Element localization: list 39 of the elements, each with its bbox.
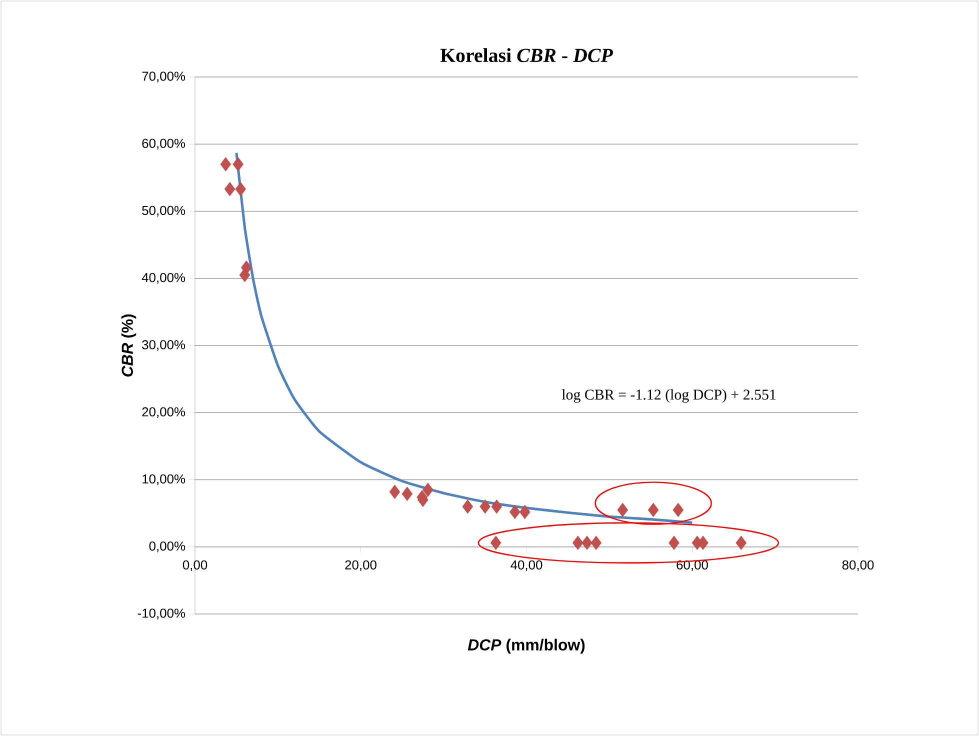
y-tick-label: -10,00%: [138, 608, 186, 620]
point: [422, 482, 434, 497]
y-tick-label: 40,00%: [142, 273, 186, 284]
y-axis-title: CBR (%): [121, 314, 136, 377]
y-tick-label: 30,00%: [142, 340, 186, 351]
point: [582, 536, 592, 550]
point: [389, 484, 400, 499]
annotation: log CBR = -1.12 (log DCP) + 2.551: [562, 389, 776, 403]
y-tick-label: 70,00%: [142, 72, 186, 82]
point: [668, 536, 680, 550]
x-tick-label: 20,00: [345, 560, 376, 572]
point: [224, 182, 236, 196]
x-axis-title: DCP (mm/blow): [468, 638, 585, 654]
point: [648, 502, 659, 518]
point: [519, 504, 530, 520]
chart-title: Korelasi CBR - DCP: [440, 48, 614, 62]
point: [490, 536, 502, 550]
point: [491, 499, 502, 514]
y-tick-label: 60,00%: [142, 138, 186, 150]
point: [736, 536, 747, 550]
line-series: [235, 152, 694, 524]
point: [509, 504, 520, 520]
point: [590, 536, 602, 550]
y-tick-label: 0,00%: [149, 542, 186, 552]
y-tick-label: 10,00%: [142, 474, 186, 486]
x-tick-label: 80,00: [842, 560, 874, 572]
point: [232, 157, 244, 172]
y-tick-label: 20,00%: [142, 407, 186, 418]
point: [572, 536, 584, 550]
point: [402, 486, 413, 502]
point: [220, 157, 232, 172]
y-tick-label: 50,00%: [142, 206, 186, 217]
point: [617, 502, 628, 518]
point: [480, 499, 490, 514]
point: [462, 499, 474, 514]
point: [235, 182, 246, 196]
point: [672, 502, 684, 518]
x-tick-label: 0,00: [182, 560, 208, 572]
x-tick-label: 40,00: [510, 560, 542, 572]
